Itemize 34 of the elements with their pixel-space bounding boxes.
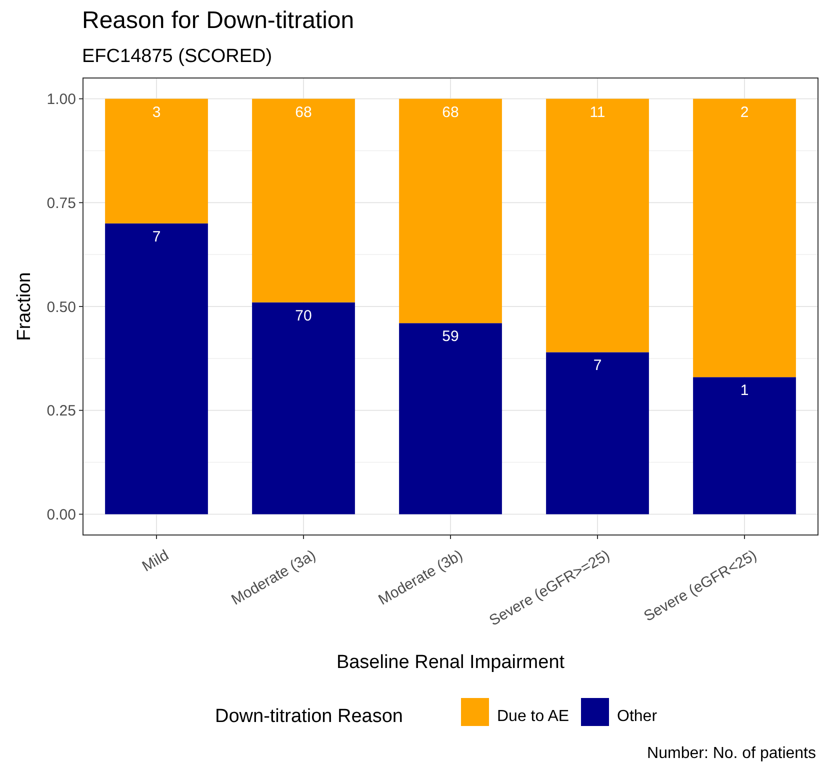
annotation: 7 [593, 357, 602, 374]
bar [252, 302, 355, 514]
legend-label: Due to AE [497, 708, 570, 725]
bar [399, 98, 502, 324]
annotation: 68 [295, 104, 312, 121]
annotation: 7 [152, 228, 161, 246]
annotation: 1 [740, 382, 749, 400]
legend-title: Down-titration Reason [215, 706, 403, 727]
text: Number: No. of patients [647, 745, 816, 762]
bar [693, 377, 796, 514]
y-axis-title: Fraction [14, 272, 35, 341]
bar [105, 223, 208, 514]
annotation: 11 [590, 104, 606, 121]
bar [252, 98, 355, 302]
annotation: 2 [740, 104, 749, 121]
annotation: 59 [442, 328, 459, 346]
bar [546, 352, 649, 514]
y-tick-label: 0.00 [46, 506, 76, 524]
y-tick-label: 0.25 [46, 402, 76, 420]
x-tick-label: Mild [139, 546, 172, 576]
annotation: 68 [442, 104, 459, 121]
chart-subtitle: EFC14875 (SCORED) [82, 46, 272, 67]
y-tick-label: 1.00 [46, 91, 76, 108]
bar [693, 98, 796, 378]
bar [546, 98, 649, 352]
chart-title: Reason for Down-titration [82, 7, 354, 34]
y-tick-label: 0.75 [46, 194, 76, 212]
x-axis-title: Baseline Renal Impairment [336, 652, 566, 673]
annotation: 3 [152, 104, 161, 121]
annotation: 70 [295, 307, 312, 324]
legend-label: Other [617, 708, 658, 725]
bar [105, 98, 208, 224]
bar [399, 323, 502, 514]
y-tick-label: 0.50 [46, 298, 76, 316]
